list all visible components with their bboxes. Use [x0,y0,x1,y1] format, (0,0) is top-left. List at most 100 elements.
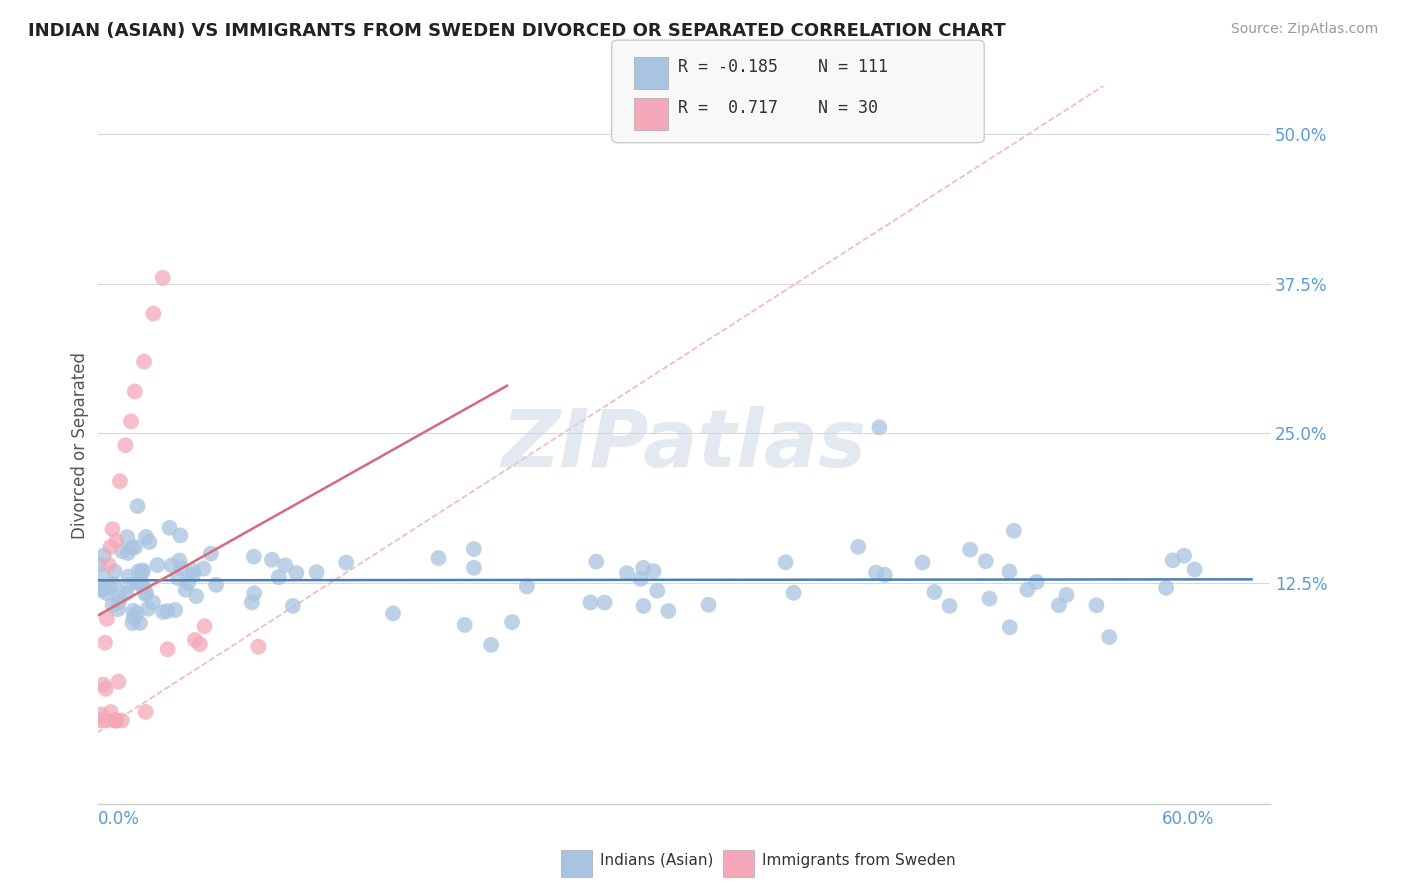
Point [101,598,124,612]
Point [105,714,128,728]
Point [136,601,159,615]
Point [117,546,139,560]
Point [105,534,128,549]
Point [146,558,169,572]
Text: 0.0%: 0.0% [97,810,139,828]
Point [1085,599,1108,613]
Point [132,354,155,368]
Point [104,565,127,579]
Point [135,585,157,599]
Y-axis label: Divorced or Separated: Divorced or Separated [72,351,89,539]
Point [103,577,125,591]
Point [979,591,1001,606]
Point [96,612,118,626]
Point [167,571,190,585]
Point [105,714,128,728]
Point [1184,562,1206,576]
Point [117,530,139,544]
Point [124,540,146,554]
Point [90,707,112,722]
Point [924,585,946,599]
Point [97,558,120,572]
Point [479,638,502,652]
Text: ZIPatlas: ZIPatlas [502,406,866,484]
Point [111,714,134,728]
Point [427,551,450,566]
Point [120,414,142,428]
Point [160,558,183,573]
Point [107,674,129,689]
Point [1025,574,1047,589]
Point [156,604,179,618]
Point [1173,549,1195,563]
Point [657,604,679,618]
Point [94,636,117,650]
Point [181,568,204,582]
Point [103,714,125,728]
Point [118,569,141,583]
Point [177,576,200,591]
Point [122,610,145,624]
Point [1002,524,1025,538]
Point [184,632,207,647]
Point [454,618,477,632]
Point [132,563,155,577]
Point [152,270,174,285]
Point [1047,598,1070,612]
Point [181,564,204,578]
Point [93,549,115,563]
Point [697,598,720,612]
Point [267,570,290,584]
Point [107,595,129,609]
Point [243,549,266,564]
Point [174,582,197,597]
Point [169,528,191,542]
Point [188,637,211,651]
Point [200,547,222,561]
Point [643,564,665,578]
Point [94,714,117,728]
Point [593,596,616,610]
Point [281,599,304,613]
Point [305,565,328,579]
Text: R = -0.185    N = 111: R = -0.185 N = 111 [678,58,887,76]
Point [186,589,208,603]
Point [91,583,114,598]
Point [128,564,150,578]
Point [959,542,981,557]
Point [100,581,122,595]
Point [240,595,263,609]
Point [124,384,146,399]
Point [274,558,297,573]
Text: R =  0.717    N = 30: R = 0.717 N = 30 [678,99,877,117]
Point [775,555,797,569]
Point [108,474,131,488]
Point [128,615,150,630]
Point [285,566,308,580]
Point [152,605,174,619]
Point [121,615,143,630]
Point [107,602,129,616]
Point [1098,630,1121,644]
Point [135,705,157,719]
Point [974,554,997,568]
Point [382,607,405,621]
Point [873,567,896,582]
Point [132,580,155,594]
Point [516,579,538,593]
Point [633,599,655,613]
Point [868,420,890,434]
Point [108,591,131,605]
Text: Immigrants from Sweden: Immigrants from Sweden [762,853,956,868]
Point [998,620,1021,634]
Point [247,640,270,654]
Point [205,578,228,592]
Point [260,553,283,567]
Point [169,553,191,567]
Point [335,556,357,570]
Point [135,530,157,544]
Point [125,607,148,621]
Point [243,586,266,600]
Point [645,583,668,598]
Point [135,587,157,601]
